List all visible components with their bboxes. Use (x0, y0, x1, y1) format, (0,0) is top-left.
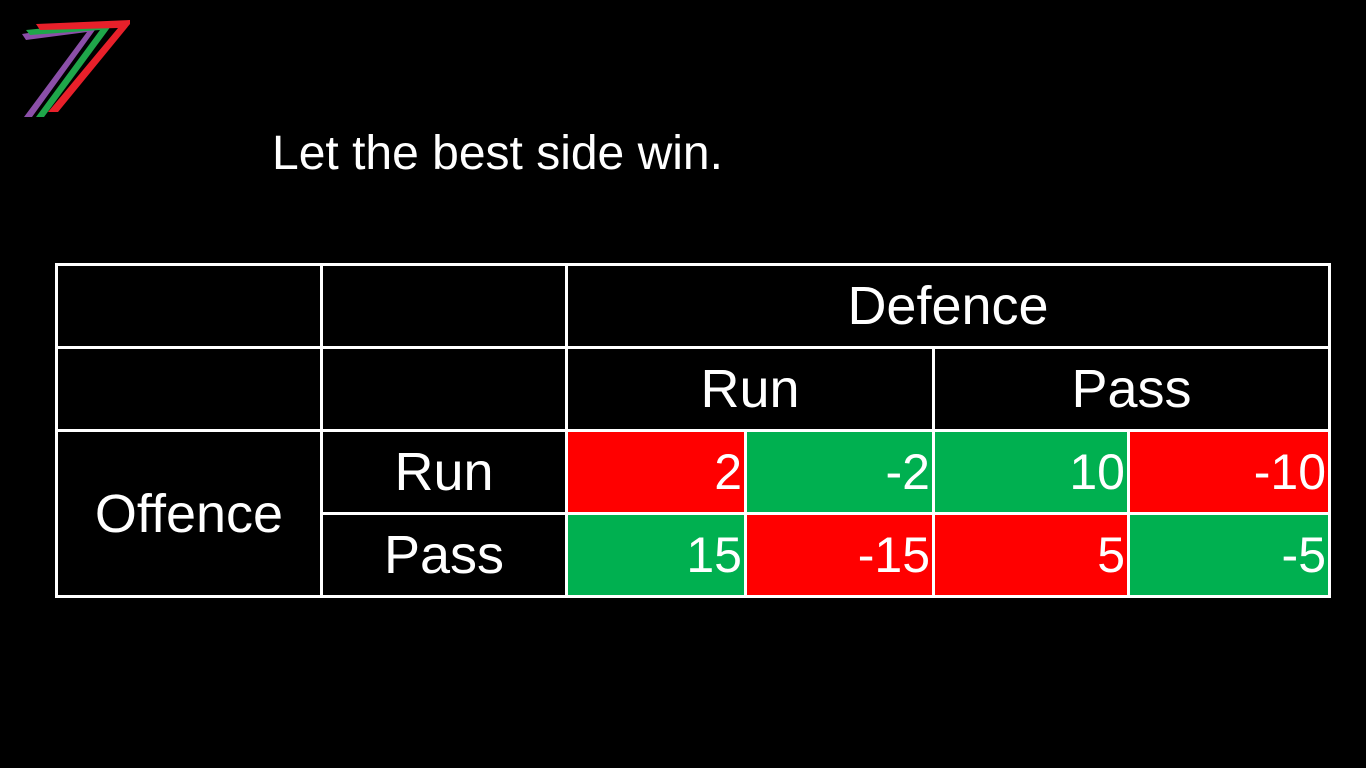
table-row: Run Pass (55, 346, 1332, 432)
payoff-cell: 2 (565, 429, 747, 515)
empty-cell (320, 346, 568, 432)
slide-title: Let the best side win. (272, 127, 723, 180)
payoff-cell: -10 (1126, 429, 1332, 515)
payoff-matrix: Defence Run Pass Offence Run 2 -2 10 -10… (55, 263, 1332, 598)
payoff-cell: 15 (565, 512, 747, 598)
payoff-cell: -5 (1126, 512, 1332, 598)
payoff-cell: -15 (744, 512, 935, 598)
table-row: Offence Run 2 -2 10 -10 (55, 429, 1332, 598)
empty-cell (55, 346, 323, 432)
empty-cell (55, 263, 323, 349)
payoff-cell: 5 (932, 512, 1130, 598)
table-row: Pass 15 -15 5 -5 (57, 512, 1332, 598)
empty-cell (320, 263, 568, 349)
column-header-pass: Pass (931, 346, 1332, 432)
row-header-run: Run (320, 429, 568, 515)
defence-header: Defence (564, 263, 1332, 349)
table-row: Defence (55, 263, 1332, 349)
column-header-run: Run (565, 346, 935, 432)
payoff-cell: -2 (744, 429, 935, 515)
offence-header: Offence (55, 429, 323, 598)
seven-stripes-logo-icon (22, 20, 130, 117)
payoff-cell: 10 (932, 429, 1130, 515)
row-header-pass: Pass (320, 512, 568, 598)
